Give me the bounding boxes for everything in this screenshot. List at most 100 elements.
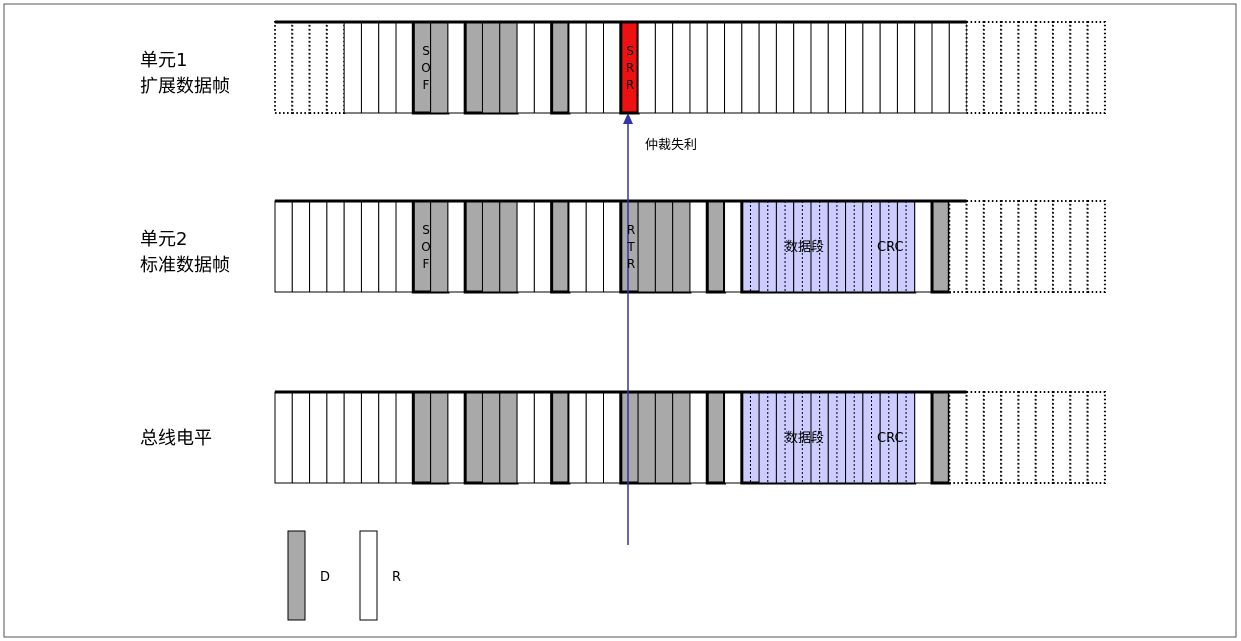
bit (1017, 200, 1037, 293)
bit (551, 21, 570, 114)
bit (325, 21, 346, 114)
bit (499, 21, 518, 114)
bit (1017, 391, 1037, 484)
annotation: 仲裁失利 (645, 137, 697, 153)
bit (551, 200, 570, 293)
bit (551, 391, 570, 484)
bit (1052, 21, 1072, 114)
bit (1017, 21, 1037, 114)
bit (637, 200, 656, 293)
bit (637, 21, 656, 114)
bit (499, 391, 518, 484)
bit (481, 200, 501, 293)
bit (568, 21, 587, 114)
bit (1052, 391, 1072, 484)
bit (620, 391, 639, 484)
bit (654, 391, 674, 484)
bit (447, 391, 466, 484)
bit (464, 21, 483, 114)
bit (516, 391, 535, 484)
crc-label: CRC (877, 240, 904, 255)
bit (689, 391, 708, 484)
row-label: 单元2 (140, 229, 187, 250)
bit (360, 391, 380, 484)
rtr-label: RTR (624, 223, 638, 274)
bit (827, 21, 847, 114)
legend-swatch-r (359, 530, 378, 621)
bit (914, 200, 933, 293)
bit (412, 391, 432, 484)
bit (1086, 200, 1106, 293)
bit (603, 391, 622, 484)
data-label: 数据段 (785, 240, 824, 255)
bit (724, 21, 743, 114)
bit (516, 200, 535, 293)
bit (672, 21, 691, 114)
row-label: 总线电平 (140, 428, 212, 449)
bit (499, 200, 518, 293)
bit (724, 391, 743, 484)
bit (447, 200, 466, 293)
bit (585, 21, 605, 114)
bit (1052, 200, 1072, 293)
bit (360, 200, 380, 293)
bit (758, 21, 777, 114)
bit (741, 21, 760, 114)
bit (982, 21, 1003, 114)
bit (689, 21, 708, 114)
bit (862, 21, 881, 114)
sof-label: SOF (419, 223, 433, 274)
bit (395, 21, 414, 114)
bit (308, 21, 328, 114)
bit (378, 21, 397, 114)
row-label: 标准数据帧 (140, 255, 230, 276)
bit (914, 391, 933, 484)
bit (274, 200, 293, 293)
bit (672, 391, 691, 484)
bit-rows (274, 20, 1106, 485)
row-label: 单元1 (140, 50, 187, 71)
bit (879, 21, 898, 114)
bit (706, 200, 726, 293)
bit (931, 391, 950, 484)
bit (481, 21, 501, 114)
bit (1034, 200, 1055, 293)
bit (274, 391, 293, 484)
bit (378, 200, 397, 293)
bit (948, 200, 968, 293)
bit (896, 21, 916, 114)
bit (654, 200, 674, 293)
bit (845, 21, 864, 114)
row-label: 扩展数据帧 (140, 76, 230, 97)
bit (309, 391, 328, 484)
legend-label: R (392, 570, 401, 585)
bit (982, 391, 1003, 484)
bit (585, 391, 605, 484)
bit (343, 200, 362, 293)
bit (603, 200, 622, 293)
bit (360, 21, 380, 114)
bit (775, 21, 795, 114)
srr-label: SRR (623, 44, 637, 95)
bit (533, 200, 553, 293)
bit (430, 391, 449, 484)
bit (309, 200, 328, 293)
bit (568, 391, 587, 484)
crc-label: CRC (877, 431, 904, 446)
bit (430, 21, 449, 114)
bit (343, 21, 362, 114)
bit (378, 391, 397, 484)
bit (464, 391, 483, 484)
bit (672, 200, 691, 293)
legend-label: D (320, 570, 330, 585)
bit (603, 21, 622, 114)
data-label: 数据段 (785, 431, 824, 446)
bit (326, 200, 345, 293)
bit (395, 200, 414, 293)
bit (982, 200, 1003, 293)
bit (516, 21, 535, 114)
bit (1086, 21, 1106, 114)
bit (706, 391, 726, 484)
arrow-head (623, 113, 633, 124)
